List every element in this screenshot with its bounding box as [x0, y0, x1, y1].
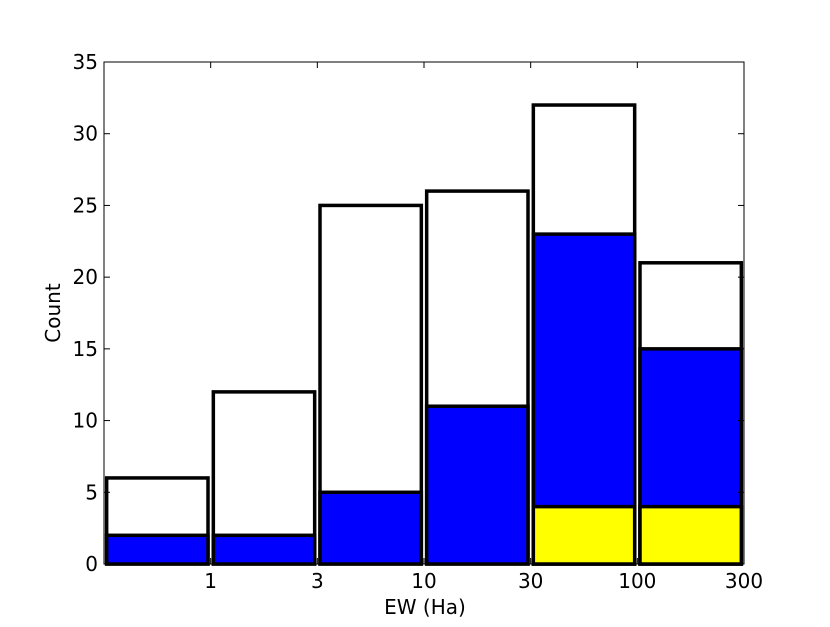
bar [531, 504, 637, 566]
x-tick-label: 300 [725, 569, 763, 593]
bar [638, 504, 744, 566]
bar [104, 533, 210, 566]
x-tick-label: 30 [518, 569, 543, 593]
bar [211, 533, 317, 566]
y-tick-label: 30 [73, 122, 98, 146]
bar [318, 490, 424, 566]
y-axis-label: Count [41, 283, 65, 343]
y-tick-label: 25 [73, 193, 98, 217]
y-tick-label: 0 [85, 552, 98, 576]
x-tick-label: 10 [411, 569, 436, 593]
x-axis-label: EW (Ha) [384, 595, 466, 619]
y-tick-label: 10 [73, 409, 98, 433]
x-tick-label: 3 [311, 569, 324, 593]
y-tick-label: 15 [73, 337, 98, 361]
bar [424, 404, 530, 566]
y-tick-label: 5 [85, 480, 98, 504]
y-tick-label: 20 [73, 265, 98, 289]
x-tick-label: 100 [618, 569, 656, 593]
x-tick-label: 1 [204, 569, 217, 593]
y-tick-label: 35 [73, 50, 98, 74]
